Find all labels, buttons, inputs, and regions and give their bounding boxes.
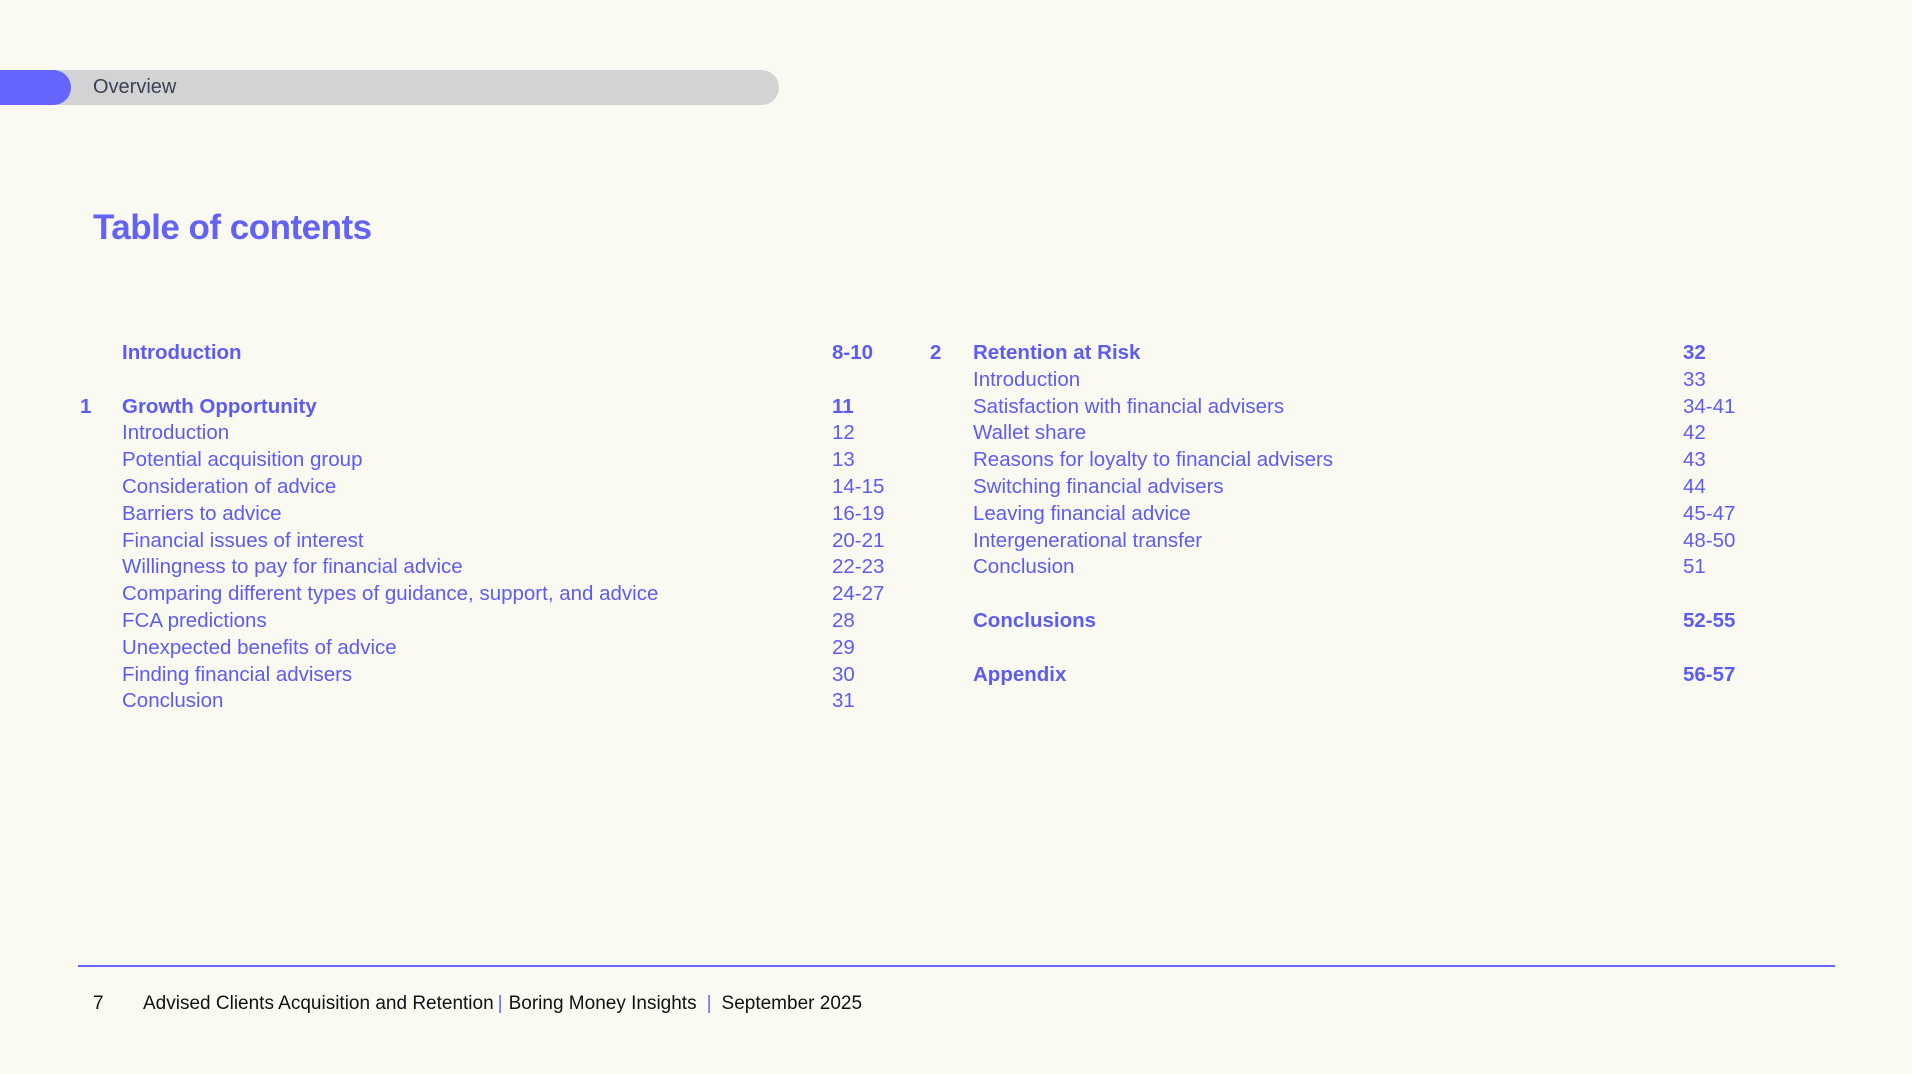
toc-page-range: 44 [1683,474,1706,498]
footer-report-title: Advised Clients Acquisition and Retentio… [143,993,494,1014]
toc-entry-label: Comparing different types of guidance, s… [122,582,659,606]
toc-page-range: 11 [832,394,854,418]
toc-entry-label: Willingness to pay for financial advice [122,555,463,579]
toc-entry-label: Appendix [973,662,1067,686]
toc-entry-label: Conclusion [973,555,1075,579]
toc-page-range: 28 [832,608,855,632]
section-label: Overview [93,76,177,98]
toc-page-range: 51 [1683,555,1706,579]
toc-page-range: 20-21 [832,528,885,552]
toc-page-range: 29 [832,635,855,659]
toc-page-range: 48-50 [1683,528,1736,552]
toc-entry-label: FCA predictions [122,608,267,632]
toc-page-range: 33 [1683,367,1706,391]
footer-text: Advised Clients Acquisition and Retentio… [143,993,862,1015]
toc-entry-label: Barriers to advice [122,501,282,525]
footer-date: September 2025 [721,993,863,1014]
toc-page-range: 56-57 [1683,662,1736,686]
toc-entry-label: Financial issues of interest [122,528,364,552]
toc-entry-label: Introduction [122,341,242,364]
footer-separator: | [706,993,712,1014]
toc-entry-label: Potential acquisition group [122,448,363,472]
toc-entry-label: Introduction [122,421,230,445]
toc-page-range: 52-55 [1683,608,1736,632]
toc-entry-label: Reasons for loyalty to financial adviser… [973,448,1334,472]
toc-page-range: 43 [1683,448,1706,472]
toc-page-range: 45-47 [1683,501,1736,525]
toc-page-range: 14-15 [832,474,885,498]
toc-entry-label: Finding financial advisers [122,662,353,686]
footer-divider [78,965,1835,967]
toc-section-number: 1 [80,394,92,418]
toc-page-range: 30 [832,662,855,686]
footer-page-number: 7 [93,993,104,1014]
toc-page-range: 31 [832,689,855,713]
toc-entry-label: Introduction [973,367,1081,391]
toc-page-range: 12 [832,421,855,445]
toc-entry-label: Unexpected benefits of advice [122,635,397,659]
section-header-bar [0,70,779,105]
toc-entry-label: Switching financial advisers [973,474,1224,498]
toc-page-range: 8-10 [832,341,874,364]
toc-page-range: 22-23 [832,555,885,579]
toc-page-range: 32 [1683,341,1706,364]
toc-page-range: 16-19 [832,501,885,525]
toc-entry-label: Retention at Risk [973,341,1141,364]
toc-entry-label: Satisfaction with financial advisers [973,394,1285,418]
section-accent-tab [0,70,71,105]
toc-entry-label: Leaving financial advice [973,501,1191,525]
page-title: Table of contents [93,208,372,247]
toc-entry-label: Wallet share [973,421,1087,445]
footer-publisher: Boring Money Insights [508,993,697,1014]
toc-page-range: 42 [1683,421,1706,445]
toc-page-range: 34-41 [1683,394,1736,418]
toc-section-number: 2 [930,341,942,364]
toc-entry-label: Consideration of advice [122,474,337,498]
toc-page-range: 24-27 [832,582,885,606]
toc-entry-label: Conclusions [973,608,1097,632]
toc-page-range: 13 [832,448,855,472]
toc-entry-label: Conclusion [122,689,224,713]
toc-entry-label: Growth Opportunity [122,394,317,418]
footer-separator: | [497,993,503,1014]
toc-entry-label: Intergenerational transfer [973,528,1203,552]
